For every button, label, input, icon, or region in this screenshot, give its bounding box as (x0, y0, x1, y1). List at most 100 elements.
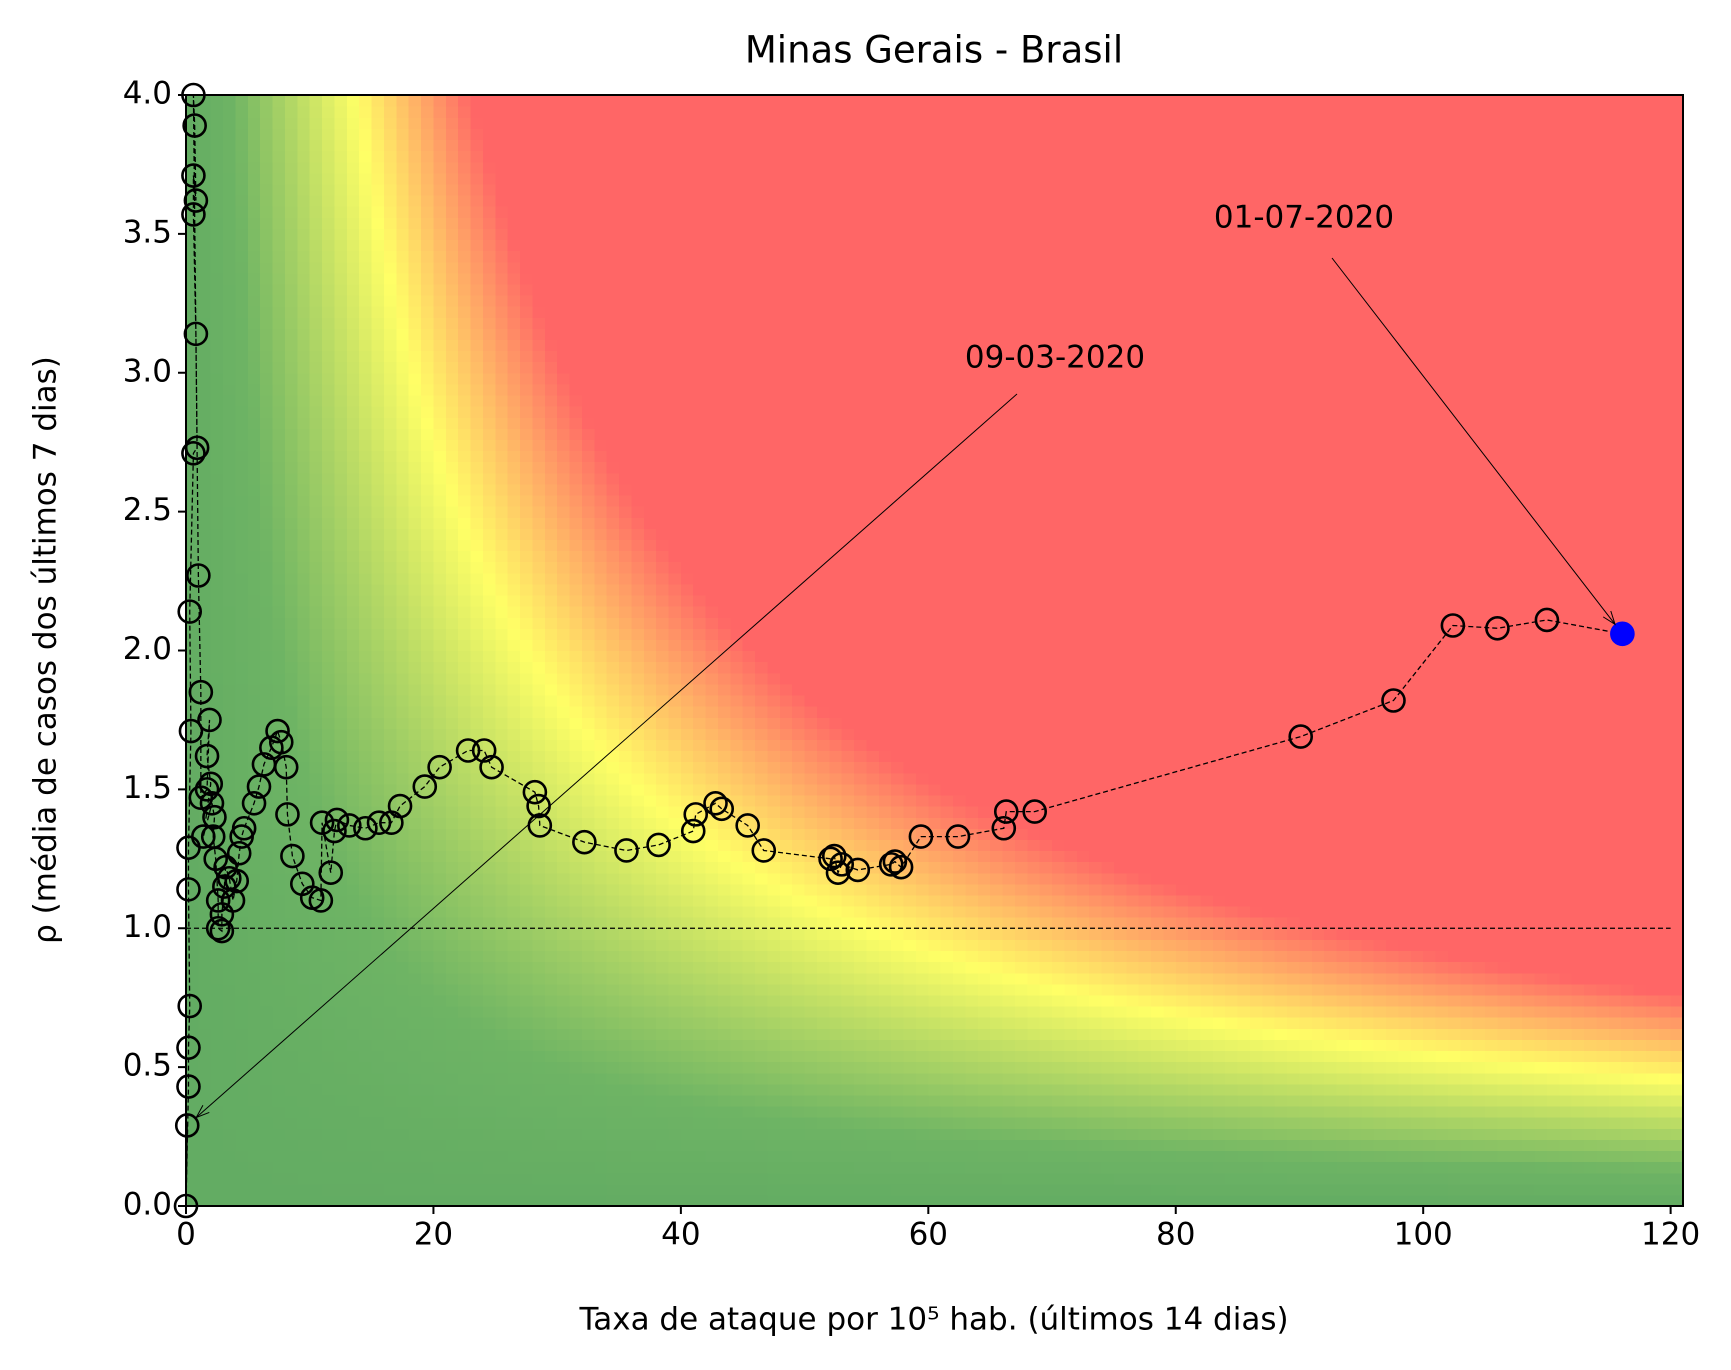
background-cell (581, 1150, 595, 1163)
background-cell (334, 617, 348, 629)
background-cell (656, 961, 670, 974)
background-cell (470, 406, 484, 418)
background-cell (668, 172, 682, 185)
background-cell (458, 794, 472, 807)
background-cell (755, 294, 769, 307)
background-cell (730, 872, 744, 885)
background-cell (569, 261, 583, 274)
background-cell (272, 328, 286, 341)
background-cell (668, 628, 682, 640)
background-cell (210, 1094, 224, 1107)
background-cell (668, 806, 682, 818)
background-cell (569, 594, 583, 607)
background-cell (544, 961, 558, 974)
background-cell (520, 806, 534, 818)
background-cell (594, 983, 608, 996)
background-cell (383, 194, 397, 207)
background-cell (656, 528, 670, 540)
background-cell (297, 95, 311, 107)
background-cell (495, 861, 509, 874)
background-cell (260, 1028, 274, 1040)
background-cell (235, 294, 249, 307)
background-cell (544, 339, 558, 352)
background-cell (334, 172, 348, 185)
background-cell (247, 172, 261, 185)
background-cell (433, 994, 447, 1007)
background-cell (606, 172, 620, 185)
background-cell (235, 239, 249, 252)
background-cell (619, 817, 632, 829)
background-cell (470, 306, 484, 318)
background-cell (383, 272, 397, 285)
background-cell (717, 706, 731, 718)
background-cell (284, 128, 298, 141)
background-cell (371, 706, 385, 718)
background-cell (507, 772, 521, 785)
background-cell (792, 894, 806, 907)
background-cell (755, 428, 769, 441)
background-cell (606, 761, 620, 774)
background-cell (458, 1006, 472, 1018)
background-cell (693, 650, 707, 663)
background-cell (532, 1172, 546, 1185)
background-cell (643, 339, 657, 352)
background-cell (445, 917, 459, 929)
background-cell (581, 1094, 595, 1107)
background-cell (260, 939, 274, 952)
background-cell (581, 650, 595, 663)
background-cell (730, 761, 744, 774)
background-cell (458, 694, 472, 707)
background-cell (680, 628, 694, 640)
background-cell (396, 450, 410, 463)
background-cell (322, 95, 336, 107)
background-cell (717, 628, 731, 640)
background-cell (668, 550, 682, 563)
background-cell (198, 1039, 212, 1052)
background-cell (396, 1050, 410, 1063)
background-cell (619, 972, 632, 985)
background-cell (346, 517, 360, 529)
background-cell (755, 194, 769, 207)
background-cell (755, 572, 769, 585)
background-cell (532, 1039, 546, 1052)
background-cell (223, 172, 237, 185)
background-cell (322, 1150, 336, 1163)
background-cell (198, 417, 212, 429)
background-cell (755, 283, 769, 296)
background-cell (334, 639, 348, 652)
background-cell (371, 550, 385, 563)
background-cell (507, 761, 521, 774)
background-cell (247, 194, 261, 207)
background-cell (792, 450, 806, 463)
background-cell (445, 850, 459, 863)
background-cell (346, 1028, 360, 1040)
background-cell (445, 1039, 459, 1052)
background-cell (458, 861, 472, 874)
background-cell (235, 1172, 249, 1185)
background-cell (631, 383, 645, 396)
background-cell (668, 761, 682, 774)
background-cell (309, 772, 323, 785)
background-cell (693, 661, 707, 674)
background-cell (495, 972, 509, 985)
background-cell (507, 839, 521, 852)
background-cell (643, 95, 657, 107)
background-cell (272, 194, 286, 207)
background-cell (631, 372, 645, 385)
background-cell (297, 1061, 311, 1074)
background-cell (717, 806, 731, 818)
background-cell (297, 1172, 311, 1185)
background-cell (594, 817, 608, 829)
background-cell (482, 350, 496, 363)
background-cell (668, 506, 682, 518)
background-cell (656, 717, 670, 729)
background-cell (433, 872, 447, 885)
background-cell (408, 250, 422, 263)
background-cell (755, 1183, 769, 1196)
background-cell (705, 783, 719, 796)
background-cell (631, 706, 645, 718)
background-cell (284, 983, 298, 996)
background-cell (260, 483, 274, 496)
background-cell (507, 872, 521, 885)
background-cell (717, 494, 731, 507)
